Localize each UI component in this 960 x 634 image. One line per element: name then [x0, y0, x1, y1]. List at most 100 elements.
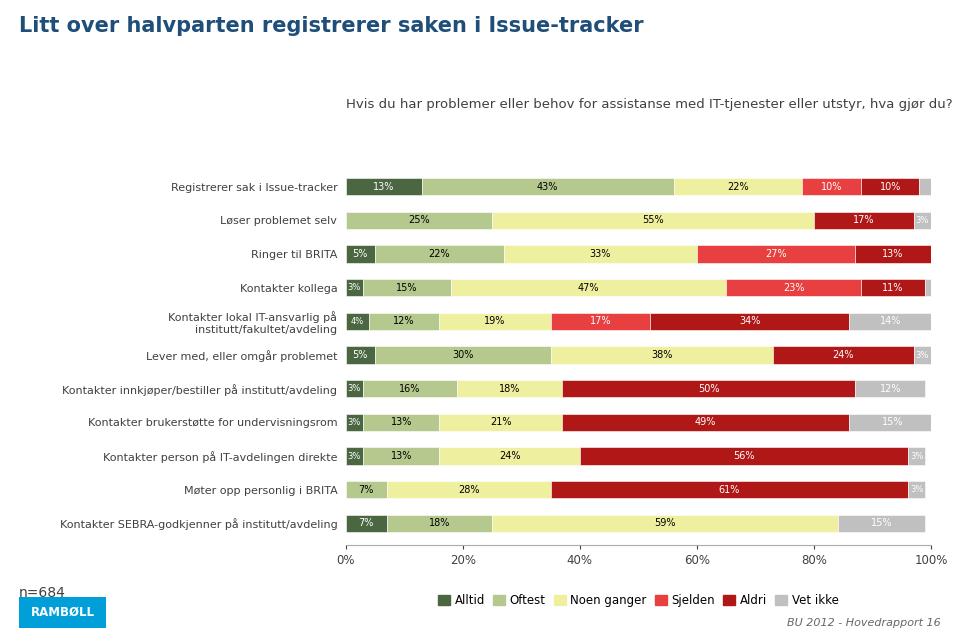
Bar — [850, 413, 937, 431]
Bar — [550, 313, 650, 330]
Text: 18%: 18% — [428, 519, 450, 528]
Text: 34%: 34% — [739, 316, 760, 327]
Bar — [855, 380, 925, 398]
Text: 3%: 3% — [348, 283, 361, 292]
Text: 61%: 61% — [718, 485, 740, 495]
Bar — [855, 245, 931, 263]
Bar — [346, 380, 363, 398]
Text: 3%: 3% — [910, 451, 924, 460]
Bar — [726, 279, 861, 297]
Bar — [363, 380, 457, 398]
Bar — [550, 346, 773, 364]
Bar — [346, 346, 374, 364]
Text: 13%: 13% — [373, 182, 395, 191]
Bar — [369, 313, 440, 330]
Bar — [346, 447, 363, 465]
Bar — [457, 380, 563, 398]
Bar — [861, 279, 925, 297]
Bar — [563, 380, 855, 398]
Legend: Alltid, Oftest, Noen ganger, Sjelden, Aldri, Vet ikke: Alltid, Oftest, Noen ganger, Sjelden, Al… — [433, 589, 844, 612]
Text: 24%: 24% — [832, 350, 854, 360]
Text: 3%: 3% — [916, 216, 929, 225]
Text: 13%: 13% — [391, 417, 412, 427]
Bar — [387, 515, 492, 532]
Text: 23%: 23% — [782, 283, 804, 293]
Text: 7%: 7% — [358, 485, 373, 495]
Bar — [346, 212, 492, 229]
Bar — [814, 212, 914, 229]
Bar — [850, 313, 931, 330]
Text: 10%: 10% — [879, 182, 900, 191]
Bar — [346, 413, 363, 431]
Text: Hvis du har problemer eller behov for assistanse med IT-tjenester eller utstyr, : Hvis du har problemer eller behov for as… — [346, 98, 952, 112]
Bar — [363, 279, 451, 297]
Text: 5%: 5% — [352, 249, 368, 259]
Text: 15%: 15% — [882, 417, 904, 427]
Bar — [440, 413, 563, 431]
Text: 13%: 13% — [882, 249, 903, 259]
Text: 25%: 25% — [408, 216, 430, 225]
Bar — [803, 178, 861, 195]
Bar — [492, 515, 837, 532]
Bar — [346, 279, 363, 297]
Bar — [387, 481, 550, 498]
Text: 3%: 3% — [910, 485, 924, 494]
Text: 59%: 59% — [654, 519, 676, 528]
Bar — [920, 178, 931, 195]
Bar — [504, 245, 697, 263]
Text: 38%: 38% — [651, 350, 673, 360]
Text: 17%: 17% — [853, 216, 875, 225]
Bar — [421, 178, 674, 195]
Text: 56%: 56% — [733, 451, 755, 461]
Text: 33%: 33% — [589, 249, 611, 259]
Bar — [440, 313, 550, 330]
Bar — [440, 447, 580, 465]
Text: 12%: 12% — [394, 316, 415, 327]
Text: 11%: 11% — [882, 283, 903, 293]
Bar — [346, 178, 421, 195]
Text: 16%: 16% — [399, 384, 420, 394]
Bar — [674, 178, 803, 195]
Bar — [773, 346, 914, 364]
Text: 3%: 3% — [348, 418, 361, 427]
Bar — [363, 447, 440, 465]
Text: 22%: 22% — [428, 249, 450, 259]
Text: n=684: n=684 — [19, 586, 66, 600]
Text: BU 2012 - Hovedrapport 16: BU 2012 - Hovedrapport 16 — [787, 618, 941, 628]
Text: 7%: 7% — [358, 519, 373, 528]
Text: 55%: 55% — [642, 216, 664, 225]
Bar — [931, 245, 937, 263]
Text: 3%: 3% — [348, 451, 361, 460]
Text: 28%: 28% — [458, 485, 479, 495]
Text: 21%: 21% — [490, 417, 512, 427]
Text: 10%: 10% — [821, 182, 842, 191]
Text: 19%: 19% — [484, 316, 506, 327]
Text: 49%: 49% — [695, 417, 716, 427]
Text: 4%: 4% — [350, 317, 364, 326]
Text: 15%: 15% — [871, 519, 892, 528]
Bar — [580, 447, 908, 465]
Text: 3%: 3% — [348, 384, 361, 393]
Text: 5%: 5% — [352, 350, 368, 360]
Bar — [374, 346, 550, 364]
Bar — [914, 212, 931, 229]
Text: Litt over halvparten registrerer saken i Issue-tracker: Litt over halvparten registrerer saken i… — [19, 16, 644, 36]
Text: 18%: 18% — [499, 384, 520, 394]
Bar — [374, 245, 504, 263]
Text: 3%: 3% — [916, 351, 929, 359]
Text: 22%: 22% — [727, 182, 749, 191]
Bar — [925, 279, 931, 297]
Bar — [346, 481, 387, 498]
Bar — [861, 178, 920, 195]
Bar — [914, 346, 931, 364]
Text: 30%: 30% — [452, 350, 473, 360]
Bar — [837, 515, 925, 532]
Text: 12%: 12% — [879, 384, 900, 394]
Text: 13%: 13% — [391, 451, 412, 461]
Bar — [908, 481, 925, 498]
Text: 43%: 43% — [537, 182, 559, 191]
Bar — [908, 447, 925, 465]
Bar — [346, 245, 374, 263]
Bar — [563, 413, 850, 431]
Text: RAMBØLL: RAMBØLL — [31, 606, 94, 619]
